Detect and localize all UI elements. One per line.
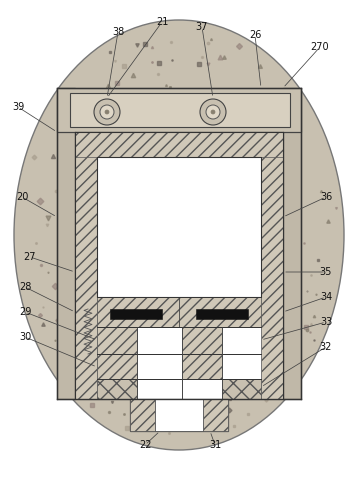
- Bar: [196, 309, 248, 319]
- Bar: [155, 399, 203, 431]
- Bar: [75, 132, 283, 399]
- Bar: [97, 354, 137, 379]
- Bar: [283, 88, 301, 399]
- Bar: [57, 88, 75, 399]
- Text: 34: 34: [320, 292, 332, 302]
- Bar: [137, 327, 182, 354]
- Text: 38: 38: [112, 27, 124, 37]
- Circle shape: [211, 110, 215, 114]
- Text: 36: 36: [320, 192, 332, 202]
- Bar: [222, 379, 261, 399]
- Bar: [110, 309, 162, 319]
- Text: 31: 31: [209, 440, 221, 450]
- Text: 37: 37: [196, 22, 208, 32]
- Bar: [97, 327, 137, 354]
- Text: 33: 33: [320, 317, 332, 327]
- Text: 21: 21: [156, 17, 168, 27]
- Ellipse shape: [14, 20, 344, 450]
- Circle shape: [100, 105, 114, 119]
- Bar: [182, 327, 222, 354]
- Text: 29: 29: [19, 307, 31, 317]
- Bar: [97, 157, 261, 297]
- Bar: [57, 88, 301, 132]
- Bar: [70, 93, 290, 127]
- Bar: [130, 399, 228, 431]
- Bar: [97, 379, 137, 399]
- Bar: [182, 379, 222, 399]
- Bar: [97, 297, 261, 327]
- Bar: [222, 354, 261, 379]
- Bar: [137, 354, 182, 379]
- Text: 26: 26: [249, 30, 261, 40]
- Bar: [182, 354, 222, 379]
- Text: 20: 20: [16, 192, 28, 202]
- Bar: [137, 379, 182, 399]
- Text: 39: 39: [12, 102, 24, 112]
- Circle shape: [206, 105, 220, 119]
- Text: 22: 22: [139, 440, 151, 450]
- Bar: [130, 399, 155, 431]
- Circle shape: [94, 99, 120, 125]
- Bar: [261, 132, 283, 399]
- Circle shape: [200, 99, 226, 125]
- Bar: [75, 132, 283, 157]
- Text: 32: 32: [320, 342, 332, 352]
- Text: 30: 30: [19, 332, 31, 342]
- Text: 270: 270: [311, 42, 329, 52]
- Bar: [222, 327, 261, 354]
- Bar: [75, 132, 97, 399]
- Circle shape: [105, 110, 109, 114]
- Text: 28: 28: [19, 282, 31, 292]
- Text: 35: 35: [320, 267, 332, 277]
- Text: 27: 27: [24, 252, 36, 262]
- Bar: [203, 399, 228, 431]
